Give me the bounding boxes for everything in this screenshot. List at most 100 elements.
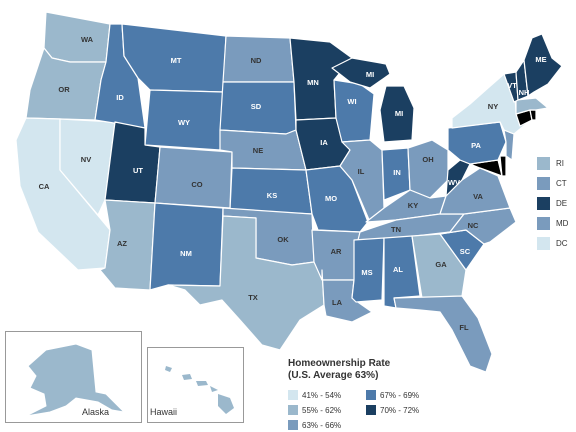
state-NJ[interactable] (503, 129, 515, 161)
label-NE: NE (253, 146, 263, 155)
legend-bin: 67% - 69% (366, 390, 456, 400)
legend-bin: 70% - 72% (366, 405, 456, 415)
label-WI: WI (347, 97, 356, 106)
hawaii-label: Hawaii (150, 407, 178, 417)
legend-bin: 41% - 54% (288, 390, 366, 400)
label-MI-upper: MI (366, 70, 374, 79)
state-MI[interactable] (331, 57, 391, 89)
label-SC: SC (460, 247, 471, 256)
label-IN: IN (393, 168, 401, 177)
state-TX[interactable] (167, 215, 325, 351)
small-state-RI: RI (537, 153, 576, 173)
label-LA: LA (332, 298, 343, 307)
label-GA: GA (435, 260, 447, 269)
label-NH: NH (519, 88, 530, 97)
label-MT: MT (171, 56, 182, 65)
label-AR: AR (331, 247, 342, 256)
label-UT: UT (133, 166, 143, 175)
label-NY: NY (488, 102, 498, 111)
label-ND: ND (251, 56, 262, 65)
label-MN: MN (307, 78, 319, 87)
state-AK[interactable] (25, 343, 126, 417)
legend-bin-label: 70% - 72% (380, 405, 420, 415)
state-GA[interactable] (411, 233, 467, 299)
legend-bin-label: 63% - 66% (302, 420, 342, 430)
small-state-DE: DE (537, 193, 576, 213)
alaska-shape (25, 343, 126, 417)
label-MI-lower: MI (395, 109, 403, 118)
label-OK: OK (277, 235, 289, 244)
label-VA: VA (473, 192, 483, 201)
legend-bin-label: 41% - 54% (302, 390, 342, 400)
label-PA: PA (471, 141, 481, 150)
small-state-swatch[interactable] (537, 236, 550, 250)
label-ID: ID (116, 93, 124, 102)
label-CO: CO (191, 180, 202, 189)
alaska-label: Alaska (82, 407, 110, 417)
label-TX: TX (248, 293, 258, 302)
legend-title: Homeownership Rate (288, 358, 391, 369)
small-states-legend: RI CT DE MD DC (537, 153, 576, 253)
state-NC[interactable] (439, 207, 517, 245)
label-AL: AL (393, 265, 403, 274)
state-FL[interactable] (393, 295, 493, 373)
label-WY: WY (178, 118, 190, 127)
map-legend: Homeownership Rate (U.S. Average 63%) 41… (288, 358, 488, 430)
small-state-label: CT (556, 178, 567, 188)
state-HI[interactable] (165, 366, 234, 414)
label-SD: SD (251, 102, 262, 111)
legend-bin: 55% - 62% (288, 405, 366, 415)
legend-bin-label: 67% - 69% (380, 390, 420, 400)
label-OR: OR (58, 85, 70, 94)
label-IA: IA (320, 138, 328, 147)
label-OH: OH (422, 155, 433, 164)
state-NM[interactable] (149, 202, 224, 291)
label-CA: CA (39, 182, 50, 191)
small-state-swatch[interactable] (537, 196, 550, 210)
label-KS: KS (267, 191, 277, 200)
state-MA[interactable] (515, 97, 549, 115)
state-WA[interactable] (43, 11, 111, 63)
legend-bins: 41% - 54% 67% - 69% 55% - 62% 70% - 72% 63% … (288, 390, 488, 430)
label-NM: NM (180, 249, 192, 258)
state-MI-lower[interactable] (379, 85, 415, 143)
label-WV: WV (448, 178, 460, 187)
alaska-inset (5, 331, 142, 423)
label-MS: MS (361, 268, 372, 277)
state-WI[interactable] (333, 79, 375, 143)
legend-swatch (288, 405, 298, 415)
hawaii-inset (147, 347, 244, 423)
small-state-CT: CT (537, 173, 576, 193)
label-FL: FL (459, 323, 469, 332)
state-CO[interactable] (154, 146, 233, 209)
label-NC: NC (468, 221, 479, 230)
state-AZ[interactable] (99, 199, 156, 291)
label-KY: KY (408, 201, 418, 210)
state-DE[interactable] (499, 155, 507, 177)
label-NV: NV (81, 155, 91, 164)
label-TN: TN (391, 225, 401, 234)
legend-swatch (366, 405, 376, 415)
small-state-label: MD (556, 218, 569, 228)
label-AZ: AZ (117, 239, 127, 248)
legend-swatch (366, 390, 376, 400)
small-state-swatch[interactable] (537, 176, 550, 190)
legend-subtitle: (U.S. Average 63%) (288, 370, 379, 381)
hawaii-shape (165, 366, 234, 414)
legend-bin: 63% - 66% (288, 420, 366, 430)
small-state-swatch[interactable] (537, 216, 550, 230)
small-state-label: DE (556, 198, 568, 208)
small-state-label: RI (556, 158, 564, 168)
label-MO: MO (325, 194, 337, 203)
state-ME[interactable] (523, 33, 563, 97)
label-IL: IL (358, 167, 365, 176)
small-state-swatch[interactable] (537, 156, 550, 170)
label-ME: ME (535, 55, 546, 64)
state-OH[interactable] (407, 139, 449, 199)
label-VT: VT (507, 81, 517, 90)
small-state-DC: DC (537, 233, 576, 253)
legend-swatch (288, 420, 298, 430)
label-WA: WA (81, 35, 94, 44)
small-state-MD: MD (537, 213, 576, 233)
